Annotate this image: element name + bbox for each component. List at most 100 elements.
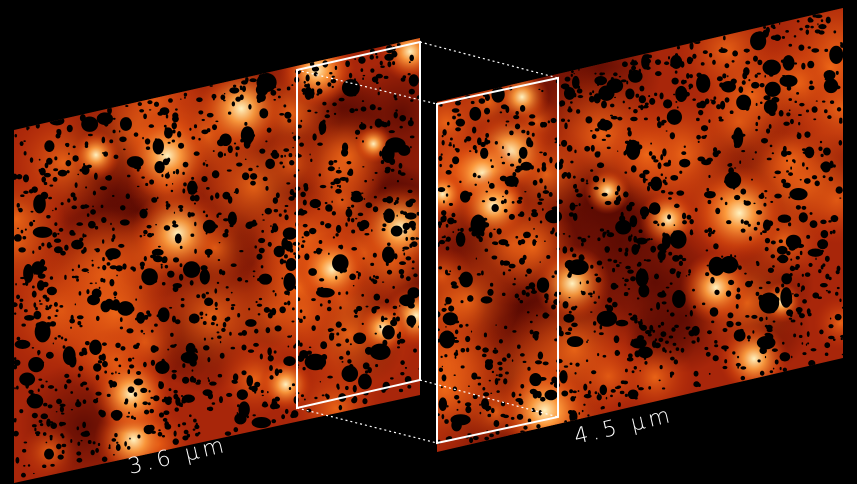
texture — [79, 237, 84, 242]
texture — [362, 77, 364, 81]
texture — [818, 269, 822, 274]
texture — [288, 152, 293, 158]
texture — [20, 276, 25, 280]
texture — [34, 427, 37, 432]
texture — [370, 262, 375, 267]
texture — [493, 228, 496, 231]
texture — [260, 265, 264, 269]
texture — [261, 213, 264, 216]
texture — [508, 213, 515, 220]
texture — [679, 293, 686, 299]
texture — [291, 307, 295, 311]
texture — [86, 289, 90, 295]
texture — [654, 92, 658, 97]
texture — [619, 390, 625, 395]
texture — [772, 367, 775, 370]
texture — [167, 348, 170, 351]
texture — [648, 151, 653, 156]
texture — [179, 263, 183, 268]
texture — [824, 48, 829, 53]
texture — [798, 334, 803, 339]
texture — [753, 226, 758, 231]
texture — [191, 176, 195, 180]
texture — [35, 431, 41, 435]
texture — [515, 235, 519, 239]
texture — [764, 355, 767, 359]
texture — [356, 302, 410, 355]
texture — [635, 268, 649, 287]
texture — [788, 172, 793, 176]
texture — [575, 362, 580, 367]
texture — [133, 132, 139, 137]
texture — [526, 130, 530, 136]
texture — [530, 165, 534, 170]
texture — [172, 286, 179, 293]
texture — [403, 229, 408, 234]
texture — [622, 277, 625, 280]
texture — [454, 394, 460, 400]
texture — [101, 136, 106, 144]
texture — [284, 214, 289, 221]
texture — [596, 394, 602, 401]
texture — [840, 334, 843, 338]
texture — [491, 86, 505, 103]
texture — [779, 22, 781, 25]
texture — [782, 367, 787, 372]
texture — [244, 279, 249, 283]
texture — [805, 109, 810, 113]
texture — [81, 268, 89, 273]
texture — [782, 55, 795, 71]
texture — [705, 272, 710, 277]
texture — [724, 171, 742, 189]
texture — [807, 60, 815, 69]
texture — [734, 194, 741, 201]
texture — [283, 302, 287, 306]
texture — [96, 397, 99, 400]
texture — [568, 310, 572, 314]
texture — [446, 405, 449, 408]
texture — [278, 213, 282, 217]
texture — [133, 378, 144, 386]
texture — [599, 384, 608, 396]
texture — [320, 221, 325, 226]
texture — [167, 270, 175, 278]
texture — [325, 393, 328, 398]
texture — [470, 330, 473, 333]
texture — [313, 72, 318, 77]
texture — [613, 335, 620, 344]
texture — [171, 182, 174, 185]
texture — [336, 184, 340, 187]
texture — [210, 337, 214, 340]
texture — [601, 266, 604, 269]
texture — [616, 263, 620, 268]
texture — [765, 128, 771, 134]
texture — [722, 327, 728, 333]
texture — [127, 357, 132, 362]
texture — [635, 93, 640, 98]
texture — [28, 357, 45, 373]
texture — [481, 270, 484, 276]
texture — [685, 314, 687, 317]
texture — [277, 95, 281, 99]
texture — [759, 370, 765, 376]
texture — [832, 229, 836, 234]
texture — [151, 233, 155, 236]
texture — [729, 110, 734, 115]
texture — [688, 329, 696, 337]
texture — [839, 298, 842, 303]
texture — [267, 390, 269, 394]
texture — [779, 366, 782, 371]
texture — [806, 308, 811, 315]
texture — [362, 257, 365, 260]
texture — [722, 35, 726, 41]
texture — [668, 197, 672, 200]
texture — [506, 184, 510, 187]
texture — [689, 218, 694, 225]
texture — [527, 418, 532, 423]
texture — [319, 184, 327, 189]
texture — [332, 236, 336, 239]
texture — [817, 239, 829, 250]
texture — [438, 155, 443, 161]
texture — [715, 207, 721, 215]
texture — [43, 181, 48, 186]
